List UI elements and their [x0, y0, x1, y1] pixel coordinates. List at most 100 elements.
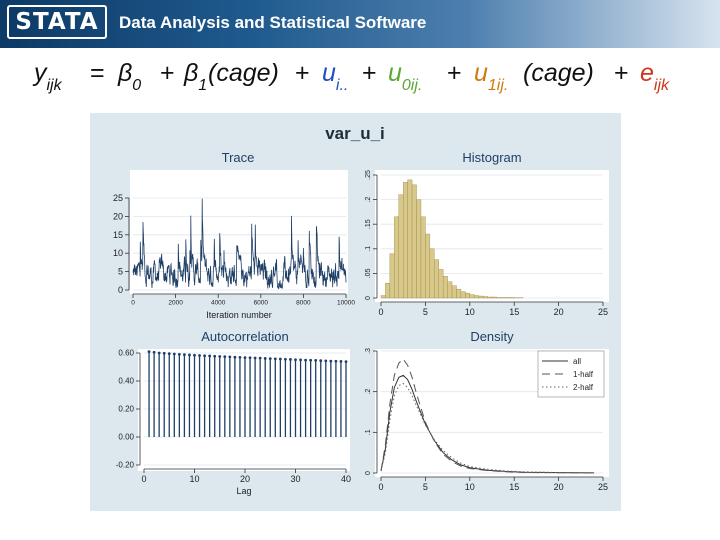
eq-cage-2: (cage)	[523, 59, 594, 87]
acf-point	[284, 357, 287, 361]
x-tick-label: 0	[141, 474, 146, 484]
trace-line	[132, 198, 347, 290]
x-tick-label: 0	[131, 300, 135, 307]
acf-point	[243, 356, 247, 360]
model-equation: yijk = β0 + β1 (cage) + ui.. + u0ij. + u…	[32, 59, 670, 94]
x-tick-label: 6000	[254, 300, 269, 307]
x-tick-label: 10	[465, 482, 475, 492]
y-tick-label: .05	[365, 268, 372, 278]
eq-y: y	[32, 59, 48, 87]
acf-point	[294, 358, 297, 362]
acf-point	[324, 359, 328, 363]
histogram-title: Histogram	[462, 150, 521, 165]
acf-point	[278, 357, 282, 361]
y-tick-label: -0.20	[116, 461, 135, 470]
x-tick-label: 20	[554, 307, 564, 317]
histogram-bar	[425, 233, 431, 299]
acf-point	[304, 358, 307, 362]
trace-xlabel: Iteration number	[206, 310, 272, 320]
histogram-bar	[398, 194, 404, 299]
histogram-bar	[434, 259, 439, 299]
histogram-bar	[487, 296, 493, 299]
histogram-bar	[451, 285, 457, 299]
x-tick-label: 10	[189, 474, 199, 484]
histogram-bar	[416, 199, 422, 299]
acf-point	[273, 357, 277, 361]
acf-point	[344, 360, 348, 364]
eq-u0: u	[388, 59, 402, 87]
histogram-bar	[491, 296, 497, 299]
acf-point	[172, 352, 176, 356]
y-tick-label: 15	[113, 230, 123, 240]
y-tick-label: 20	[113, 211, 123, 221]
trace-title: Trace	[222, 150, 255, 165]
x-tick-label: 5	[423, 482, 428, 492]
autocorrelation-title: Autocorrelation	[201, 329, 288, 344]
acf-point	[203, 354, 206, 358]
eq-cage-1: (cage)	[208, 59, 279, 87]
x-tick-label: 30	[290, 474, 300, 484]
acf-point	[162, 351, 166, 355]
histogram-bar	[394, 216, 399, 299]
acf-point	[198, 354, 201, 357]
acf-point	[177, 353, 181, 356]
y-tick-label: .2	[365, 389, 372, 395]
histogram-bar	[420, 216, 426, 299]
histogram-plot: Histogram 0 5 10 15 20 25 0 .05 .1 .15 .2 .25	[365, 150, 609, 317]
tagline: Data Analysis and Statistical Software	[119, 13, 427, 32]
x-tick-label: 15	[509, 482, 519, 492]
y-tick-label: 0.60	[118, 349, 134, 358]
legend-label-2-half: 2-half	[573, 383, 594, 392]
eq-u0-sub: 0ij.	[402, 77, 422, 94]
x-tick-label: 4000	[211, 300, 226, 307]
histogram-bar	[469, 294, 475, 299]
histogram-bar	[380, 295, 386, 299]
y-tick-label: 0	[118, 285, 123, 295]
eq-u-sub: i..	[336, 77, 348, 94]
acf-point	[213, 354, 217, 358]
figure-title: var_u_i	[325, 124, 385, 143]
histogram-bar	[389, 253, 395, 299]
y-tick-label: .25	[365, 170, 372, 180]
histogram-bar	[474, 295, 479, 299]
histogram-bar	[429, 248, 435, 299]
density-line-2-half	[380, 382, 595, 474]
histogram-bar	[447, 281, 453, 299]
eq-u1: u	[474, 59, 488, 87]
x-tick-label: 0	[378, 482, 383, 492]
y-tick-label: 0.00	[118, 433, 134, 442]
eq-beta1-sub: 1	[198, 77, 207, 94]
acf-point	[147, 350, 151, 353]
autocorrelation-xlabel: Lag	[236, 486, 251, 496]
y-tick-label: 5	[118, 267, 123, 277]
acf-point	[167, 352, 171, 356]
histogram-bar	[411, 184, 417, 299]
eq-beta1: β	[183, 59, 198, 87]
trace-plot: Trace 0 2000 4000 6000 8000 10000 0 5 10 15 20 25 I…	[113, 150, 355, 320]
acf-point	[268, 357, 272, 360]
acf-point	[157, 351, 161, 355]
density-title: Density	[470, 329, 514, 344]
y-tick-label: 0.40	[118, 377, 134, 386]
eq-beta0-sub: 0	[132, 77, 141, 94]
acf-point	[263, 357, 267, 360]
density-plot: Density 0 5 10 15 20 25 0 .1 .2 .3 all 1-half 2-hal…	[365, 329, 609, 492]
acf-point	[339, 360, 343, 363]
acf-point	[152, 350, 156, 354]
acf-point	[319, 359, 323, 363]
acf-point	[314, 359, 318, 362]
y-tick-label: .15	[365, 219, 372, 229]
histogram-bar	[438, 269, 444, 299]
eq-u: u	[322, 59, 336, 87]
acf-point	[299, 358, 302, 362]
x-tick-label: 15	[509, 307, 519, 317]
y-tick-label: .2	[365, 197, 372, 203]
histogram-bar	[465, 292, 470, 299]
x-tick-label: 25	[598, 307, 608, 317]
y-tick-label: 25	[113, 193, 123, 203]
acf-point	[193, 353, 196, 357]
y-tick-label: 0	[365, 471, 372, 475]
acf-point	[253, 356, 257, 360]
eq-e: e	[640, 59, 654, 87]
stata-logo: STATA	[7, 5, 107, 39]
